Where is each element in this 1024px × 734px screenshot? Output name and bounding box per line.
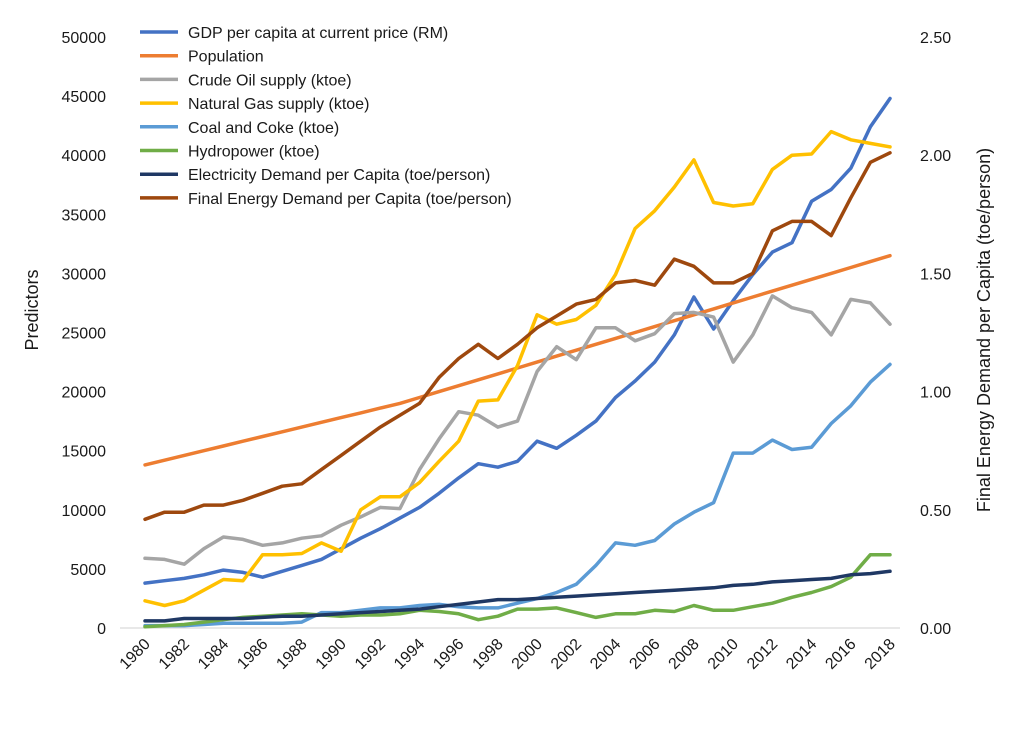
y-tick-label: 50000 [62,30,107,47]
x-tick-label: 2012 [744,636,781,673]
series-line-4 [143,129,892,608]
series-line-8 [143,151,892,522]
series-line-3 [143,294,892,566]
x-tick-label: 1982 [156,636,193,673]
x-tick-label: 2006 [626,636,663,673]
x-tick-label: 2000 [509,636,546,673]
x-tick-label: 1990 [313,636,350,673]
x-tick-label: 1986 [234,636,271,673]
y2-tick-label: 2.50 [920,30,951,47]
y-tick-label: 45000 [62,89,107,106]
y-tick-label: 15000 [62,444,107,461]
y-tick-label: 30000 [62,266,107,283]
legend-label: Coal and Coke (ktoe) [188,120,339,137]
legend-label: GDP per capita at current price (RM) [188,25,448,42]
y-tick-label: 5000 [70,562,106,579]
series-line-1 [143,96,892,585]
legend-label: Final Energy Demand per Capita (toe/pers… [188,191,512,208]
y2-tick-label: 2.00 [920,148,951,165]
x-tick-label: 1984 [195,636,232,673]
y2-axis-title: Final Energy Demand per Capita (toe/pers… [974,148,994,512]
series-line-2 [143,253,892,467]
x-tick-label: 1998 [470,636,507,673]
y-axis-title: Predictors [22,269,42,350]
x-tick-label: 1988 [273,636,310,673]
x-tick-label: 1994 [391,636,428,673]
legend-label: Crude Oil supply (ktoe) [188,72,352,89]
x-tick-label: 2014 [783,636,820,673]
left-axis-ticks: 0 5000 10000 15000 20000 25000 30000 35000 40000… [62,30,107,638]
y2-tick-label: 0.00 [920,621,951,638]
y2-tick-label: 1.00 [920,385,951,402]
y-tick-label: 35000 [62,207,107,224]
series-lines [143,96,892,629]
y-tick-label: 40000 [62,148,107,165]
x-tick-label: 2018 [862,636,899,673]
y-tick-label: 10000 [62,503,107,520]
x-tick-label: 1980 [117,636,154,673]
x-axis-ticks: 1980 1982 1984 1986 1988 1990 1992 1994 1996 1998… [117,636,899,673]
x-tick-label: 2008 [666,636,703,673]
legend: GDP per capita at current price (RM) Popu… [140,25,512,208]
legend-label: Population [188,49,264,66]
x-tick-label: 2010 [705,636,742,673]
x-tick-label: 1992 [352,636,389,673]
y2-tick-label: 0.50 [920,503,951,520]
y-tick-label: 25000 [62,326,107,343]
series-line-7 [143,569,892,623]
x-tick-label: 2002 [548,636,585,673]
y2-tick-label: 1.50 [920,266,951,283]
right-axis-ticks: 0.00 0.50 1.00 1.50 2.00 2.50 [920,30,951,638]
legend-label: Electricity Demand per Capita (toe/perso… [188,167,490,184]
x-tick-label: 2004 [587,636,624,673]
legend-label: Hydropower (ktoe) [188,144,320,161]
legend-label: Natural Gas supply (ktoe) [188,96,369,113]
y-tick-label: 0 [97,621,106,638]
x-tick-label: 2016 [822,636,859,673]
x-tick-label: 1996 [430,636,467,673]
series-line-5 [143,362,892,628]
y-tick-label: 20000 [62,385,107,402]
